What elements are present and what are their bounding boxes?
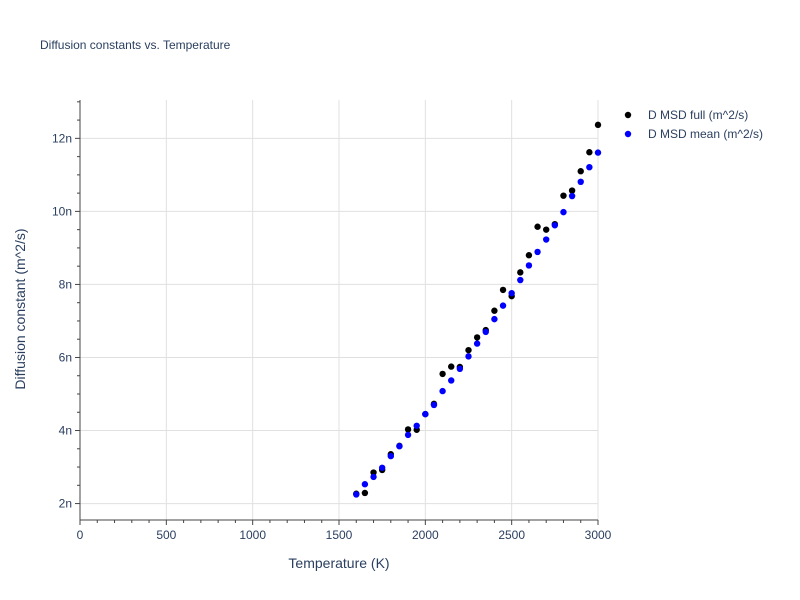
data-point[interactable] [577,168,584,175]
x-axis-ticks: 0 500 1000 1500 2000 2500 3000 [77,520,612,542]
data-point[interactable] [560,208,567,216]
y-tick-label: 2n [59,497,72,511]
data-point[interactable] [499,286,507,294]
data-point[interactable] [543,236,550,243]
legend-label: D MSD mean (m^2/s) [648,127,763,141]
x-tick-label: 3000 [585,528,612,542]
data-point[interactable] [439,370,446,378]
data-point[interactable] [430,401,438,409]
data-point[interactable] [491,307,498,314]
data-point[interactable] [594,149,602,156]
series-0 [353,121,602,497]
data-point[interactable] [543,226,550,233]
legend-marker [624,130,632,138]
legend[interactable]: D MSD full (m^2/s) D MSD mean (m^2/s) [624,108,763,141]
data-point[interactable] [517,276,524,284]
data-point[interactable] [396,443,403,450]
y-tick-label: 12n [52,131,72,145]
data-point[interactable] [525,252,533,259]
x-tick-label: 1000 [239,528,266,542]
legend-item[interactable]: D MSD full (m^2/s) [624,108,749,122]
data-point[interactable] [499,302,507,309]
data-point[interactable] [404,426,412,433]
x-tick-label: 2000 [412,528,439,542]
data-point[interactable] [525,262,533,269]
y-tick-label: 10n [52,204,72,218]
data-point[interactable] [586,164,593,171]
y-axis-title: Diffusion constant (m^2/s) [12,228,28,389]
data-points [353,121,602,498]
data-point[interactable] [534,248,541,256]
y-axis-ticks: 2n 4n 6n 8n 10n 12n [52,101,80,511]
legend-label: D MSD full (m^2/s) [648,108,748,122]
x-tick-label: 2500 [498,528,525,542]
data-point[interactable] [491,315,498,323]
data-point[interactable] [422,410,429,418]
data-point[interactable] [370,469,377,476]
data-point[interactable] [439,387,446,395]
data-point[interactable] [551,222,559,229]
y-tick-label: 6n [59,350,72,364]
data-point[interactable] [361,489,369,497]
chart-title: Diffusion constants vs. Temperature [40,38,231,52]
data-point[interactable] [456,365,464,372]
x-tick-label: 500 [156,528,176,542]
data-point[interactable] [508,290,515,297]
legend-item[interactable]: D MSD mean (m^2/s) [624,127,763,141]
y-tick-label: 4n [59,424,72,438]
data-point[interactable] [387,452,394,460]
x-axis-title: Temperature (K) [288,555,389,571]
data-point[interactable] [353,491,360,498]
grid-lines [80,100,599,520]
legend-marker [624,111,632,119]
data-point[interactable] [568,192,576,200]
data-point[interactable] [568,187,576,194]
data-point[interactable] [534,223,541,230]
y-tick-label: 8n [59,277,72,291]
data-point[interactable] [465,353,472,360]
data-point[interactable] [517,269,524,276]
data-point[interactable] [560,192,567,199]
data-point[interactable] [594,121,602,129]
data-point[interactable] [370,473,377,481]
data-point[interactable] [482,328,489,336]
series-1 [353,149,602,498]
data-point[interactable] [465,346,472,354]
data-point[interactable] [378,464,386,471]
data-point[interactable] [404,431,412,439]
x-tick-label: 0 [77,528,84,542]
data-point[interactable] [473,334,481,341]
data-point[interactable] [586,149,593,156]
data-point[interactable] [577,178,584,186]
x-tick-label: 1500 [326,528,353,542]
data-point[interactable] [473,340,481,347]
data-point[interactable] [448,363,455,370]
data-point[interactable] [448,377,455,384]
data-point[interactable] [413,422,420,429]
data-point[interactable] [361,481,369,488]
